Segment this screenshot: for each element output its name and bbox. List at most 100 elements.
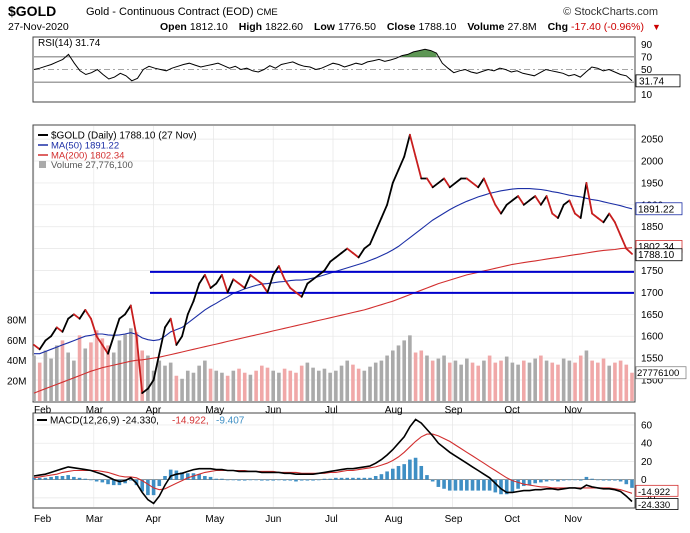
macd-histogram-bar xyxy=(180,472,184,480)
month-tick-label: Oct xyxy=(504,405,520,416)
chart-header: $GOLD Gold - Continuous Contract (EOD) C… xyxy=(0,0,690,36)
rsi-line xyxy=(33,48,633,82)
close-label: Close xyxy=(386,21,416,33)
month-axis-price: Feb Mar Apr May Jun Jul Aug Sep Oct Nov xyxy=(34,405,582,416)
macd-histogram-bar xyxy=(561,479,566,481)
volume-bar xyxy=(504,356,509,401)
price-segment xyxy=(403,133,411,158)
macd-histogram-bar xyxy=(100,479,105,483)
macd-histogram-bar xyxy=(294,479,298,482)
month-tick-label: Mar xyxy=(86,514,104,525)
volume-bar xyxy=(60,340,65,401)
month-tick-label: Aug xyxy=(385,405,403,416)
volume-bar xyxy=(140,350,145,401)
volume-bar xyxy=(391,350,395,401)
month-tick-label: Feb xyxy=(34,405,52,416)
ohlc-readout: Open 1812.10 High 1822.60 Low 1776.50 Close… xyxy=(160,21,661,33)
volume-tick-label: 80M xyxy=(7,316,26,327)
price-segment xyxy=(488,190,497,206)
volume-bar xyxy=(123,334,127,401)
price-segment xyxy=(426,177,434,189)
price-segment xyxy=(528,195,537,202)
macd-histogram-bar xyxy=(197,474,201,480)
macd-histogram-bar xyxy=(328,478,332,480)
price-segment xyxy=(591,212,599,219)
macd-histogram-bar xyxy=(465,479,469,491)
macd-histogram-bar xyxy=(630,479,634,488)
price-segment xyxy=(397,155,406,171)
volume-bar xyxy=(265,367,270,401)
volume-bar xyxy=(66,352,70,401)
price-plot: 80M60M40M20M2050200019501900185018001750… xyxy=(7,126,687,401)
macd-histogram-bar xyxy=(487,479,492,491)
macd-histogram-bar xyxy=(157,479,162,487)
volume-bar xyxy=(94,330,99,401)
brand-text: © StockCharts.com xyxy=(563,6,658,18)
macd-tick-label: 0 xyxy=(641,475,647,486)
price-segment xyxy=(129,304,138,338)
macd-histogram-bar xyxy=(72,476,76,480)
macd-histogram-bar xyxy=(624,479,629,485)
volume-bar xyxy=(459,364,463,401)
macd-histogram-bar xyxy=(419,465,424,480)
price-segment xyxy=(585,181,593,215)
macd-panel-frame xyxy=(32,412,636,509)
macd-histogram-bar xyxy=(231,479,236,481)
macd-histogram-bar xyxy=(265,479,270,481)
quote-date: 27-Nov-2020 xyxy=(8,21,69,33)
volume-bar xyxy=(288,370,293,401)
macd-histogram-bar xyxy=(573,479,577,481)
volume-bar xyxy=(277,372,281,401)
macd-histogram-bar xyxy=(237,479,241,481)
price-segment xyxy=(300,282,309,298)
month-tick-label: Aug xyxy=(385,514,403,525)
macd-histogram-bar xyxy=(214,478,219,480)
volume-bar xyxy=(516,364,520,401)
volume-bar xyxy=(419,350,424,401)
month-tick-label: Oct xyxy=(504,514,520,525)
macd-last-label: -24.330 xyxy=(638,500,670,511)
price-segment xyxy=(73,313,81,320)
legend-signal-text: -14.922, xyxy=(172,416,209,427)
macd-histogram-bar xyxy=(282,479,287,481)
macd-histogram-bar xyxy=(60,476,65,480)
volume-bar xyxy=(613,362,617,401)
price-segment xyxy=(192,282,201,303)
volume-bar xyxy=(527,362,532,401)
macd-histogram-bar xyxy=(146,479,150,496)
macd-histogram-bar xyxy=(516,479,520,489)
rsi-tick-label: 70 xyxy=(641,52,653,63)
macd-histogram-bar xyxy=(140,479,145,492)
price-segment xyxy=(340,247,349,254)
price-segment xyxy=(312,273,320,281)
volume-bar xyxy=(618,360,623,401)
macd-line xyxy=(33,418,633,505)
macd-histogram-bar xyxy=(521,479,526,487)
volume-bar xyxy=(402,340,406,401)
symbol-description: Gold - Continuous Contract (EOD) CME xyxy=(86,6,278,18)
price-segment xyxy=(118,313,126,320)
volume-bar xyxy=(117,340,122,401)
ma200-line xyxy=(33,247,633,394)
macd-histogram-bar xyxy=(391,468,395,480)
description-text: Gold - Continuous Contract (EOD) xyxy=(86,6,254,18)
volume-bar xyxy=(510,362,515,401)
macd-histogram-bar xyxy=(493,479,498,493)
macd-histogram-bar xyxy=(37,477,42,480)
price-segment xyxy=(141,387,149,395)
price-segment xyxy=(534,195,542,206)
price-segment xyxy=(608,212,616,224)
low-value: 1776.50 xyxy=(337,21,376,33)
price-segment xyxy=(232,278,240,285)
price-segment xyxy=(283,278,292,289)
macd-histogram-bar xyxy=(476,479,481,491)
price-segment xyxy=(574,212,582,219)
rsi-tick-label: 50 xyxy=(641,65,653,76)
price-segment xyxy=(562,199,571,206)
volume-bar xyxy=(72,360,76,401)
volume-bar xyxy=(328,372,332,401)
legend-volume-text: Volume 27,776,100 xyxy=(51,160,133,171)
price-segment xyxy=(511,195,519,202)
price-segment xyxy=(164,317,172,329)
macd-histogram-bar xyxy=(168,469,173,480)
